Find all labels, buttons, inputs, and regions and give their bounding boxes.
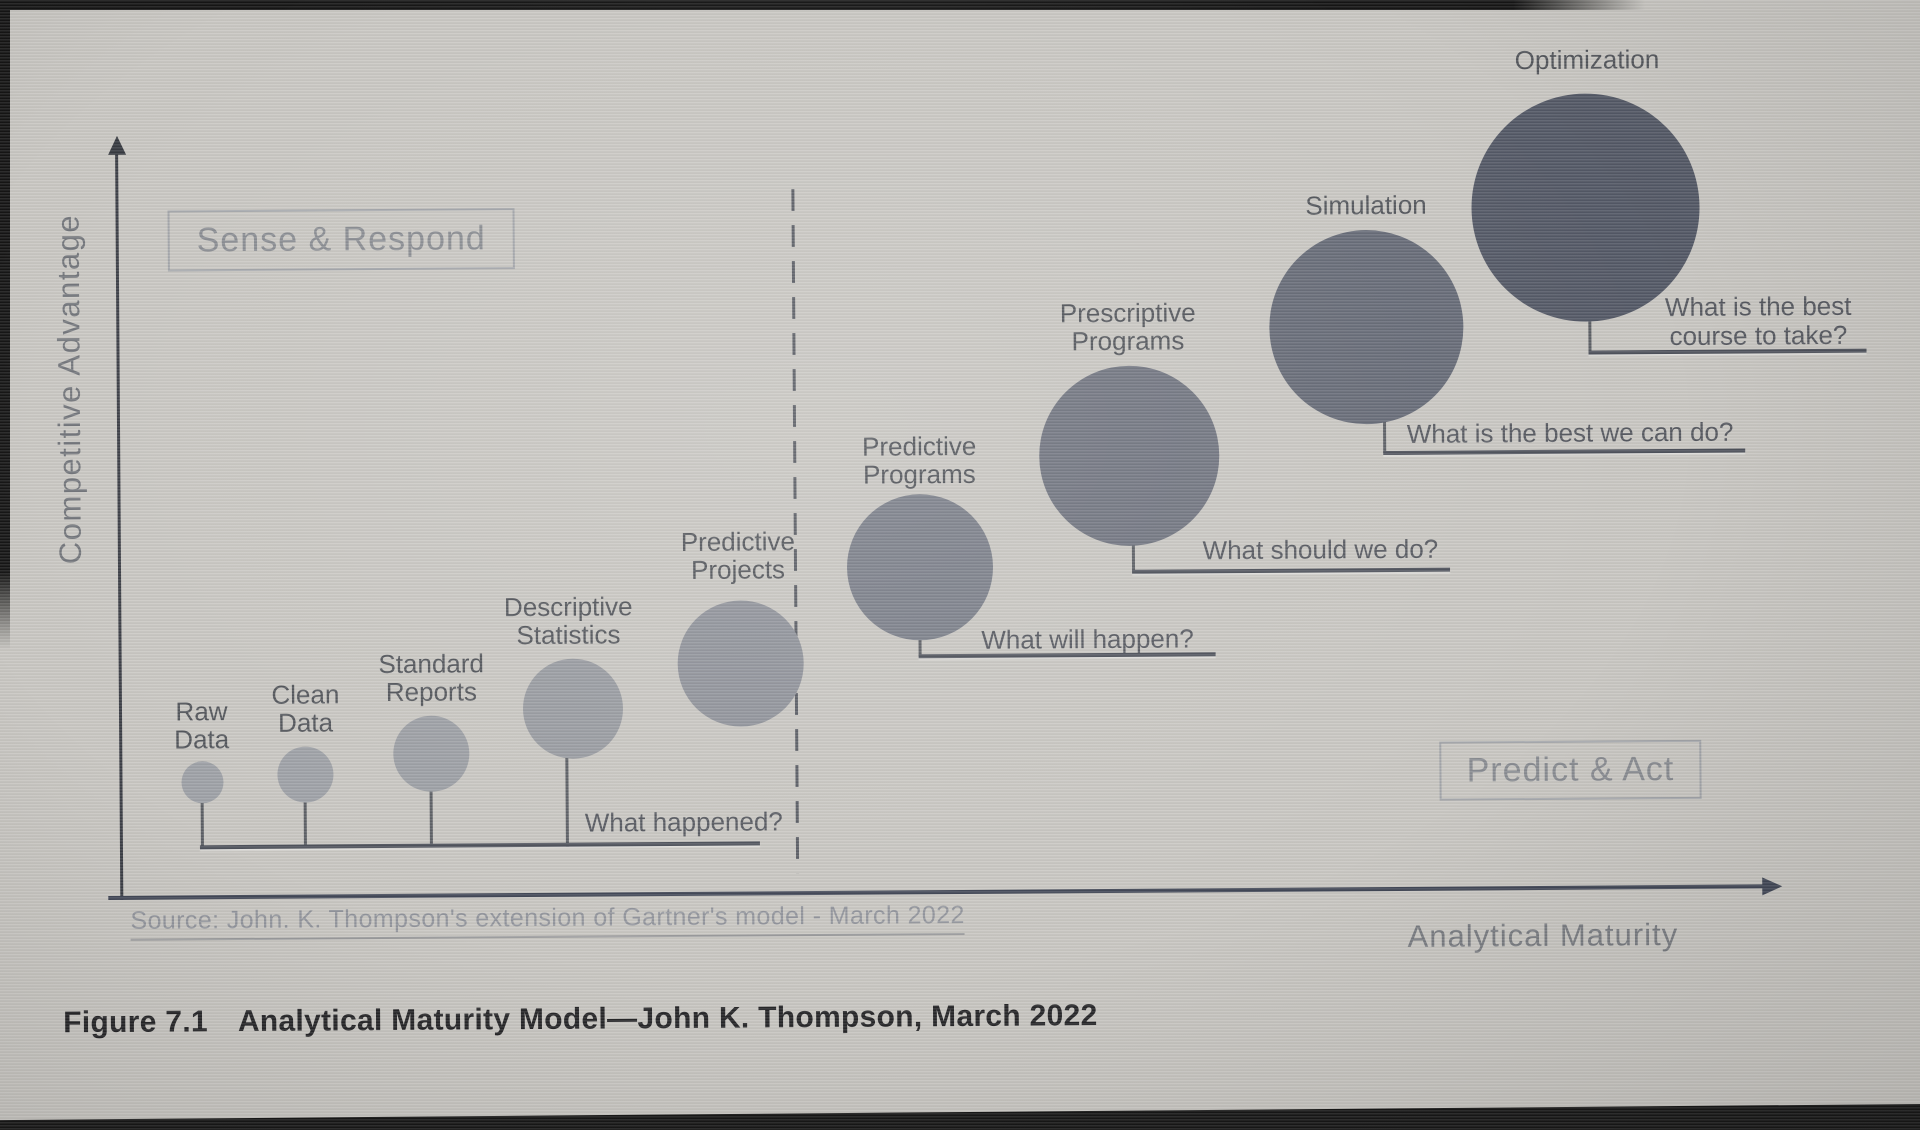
source-note: Source: John. K. Thompson's extension of…: [130, 900, 965, 941]
zone-box-sense-respond: Sense & Respond: [167, 208, 515, 272]
standard-reports-label: Standard Reports: [378, 648, 485, 708]
prescriptive-programs-label: Prescriptive Programs: [1059, 297, 1196, 357]
y-axis-label: Competitive Advantage: [50, 213, 88, 564]
optimization-label: Optimization: [1514, 44, 1660, 76]
question-best-we-can-do: What is the best we can do?: [1406, 416, 1734, 449]
question-best-course-to-take: What is the best course to take?: [1664, 290, 1852, 352]
raw-data-bubble: [181, 761, 224, 804]
descriptive-statistics-bubble: [522, 658, 624, 760]
photo-left-border: [0, 0, 10, 650]
zone-label-predict-act: Predict & Act: [1466, 750, 1675, 790]
stem-standard-reports: [429, 787, 433, 846]
predictive-projects-label: Predictive Projects: [680, 526, 796, 585]
question-what-happened: What happened?: [584, 806, 783, 838]
question-what-will-happen: What will happen?: [981, 623, 1194, 655]
y-axis-line: [115, 153, 124, 900]
question-what-should-we-do: What should we do?: [1202, 533, 1439, 566]
clean-data-bubble: [277, 746, 334, 803]
standard-reports-bubble: [393, 715, 470, 792]
stem-descriptive-statistics: [565, 754, 569, 847]
predictive-programs-label: Predictive Programs: [861, 430, 977, 490]
simulation-bubble: [1268, 229, 1465, 425]
predictive-projects-bubble: [677, 600, 805, 727]
optimization-bubble: [1470, 92, 1701, 323]
x-axis-label: Analytical Maturity: [1407, 916, 1679, 954]
simulation-label: Simulation: [1305, 189, 1427, 221]
zone-label-sense-respond: Sense & Respond: [196, 219, 486, 260]
descriptive-statistics-label: Descriptive Statistics: [503, 591, 633, 651]
connector-what-should-we-do: [1132, 567, 1451, 574]
connector-vert-what-should-we-do: [1131, 543, 1136, 572]
figure-caption-title: Analytical Maturity Model—John K. Thomps…: [237, 999, 1098, 1039]
x-axis-arrow-icon: [1762, 877, 1783, 896]
prescriptive-programs-bubble: [1038, 365, 1220, 547]
connector-what-happened: [199, 841, 760, 850]
zone-box-predict-act: Predict & Act: [1439, 739, 1702, 801]
photo-top-border: [0, 0, 1645, 10]
stem-clean-data: [303, 798, 307, 847]
predictive-programs-bubble: [846, 493, 994, 641]
raw-data-label: Raw Data: [174, 696, 230, 755]
y-axis-arrow-icon: [107, 135, 127, 155]
clean-data-label: Clean Data: [271, 679, 340, 738]
figure-caption-number: Figure 7.1: [63, 1005, 209, 1040]
connector-best-we-can-do: [1383, 448, 1746, 456]
x-axis-line: [108, 884, 1765, 900]
figure-caption: Figure 7.1 Analytical Maturity Model—John…: [63, 999, 1098, 1040]
connector-vert-best-course: [1588, 317, 1592, 353]
stem-raw-data: [200, 799, 204, 848]
